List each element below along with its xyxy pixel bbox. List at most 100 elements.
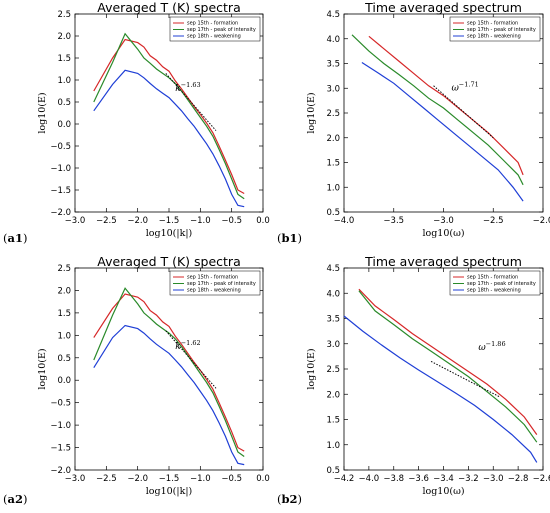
slope-annotation-base: ω xyxy=(451,84,459,94)
y-tick-label: 4.5 xyxy=(326,264,340,274)
panel-label-part: ) xyxy=(23,231,28,245)
x-tick-label: −3.0 xyxy=(433,216,454,226)
y-tick-label: 1.5 xyxy=(57,309,71,319)
y-axis-label: log10(E) xyxy=(37,348,48,389)
y-tick-label: 4.0 xyxy=(326,289,340,299)
chart-title: Time averaged spectrum xyxy=(364,254,522,269)
y-tick-label: −1.5 xyxy=(50,444,71,454)
x-tick-label: −4.0 xyxy=(359,474,380,484)
legend-entry: sep 17th - peak of intensity xyxy=(187,27,256,33)
y-axis-label: log10(E) xyxy=(37,92,48,133)
series-line-3 xyxy=(361,61,524,202)
legend-box xyxy=(169,16,261,42)
plot-frame xyxy=(343,267,544,471)
slope-annotation-base: ω xyxy=(478,343,486,353)
slope-annotation-base: k xyxy=(175,342,180,352)
x-tick-label: −2.5 xyxy=(96,474,117,484)
series-line-3 xyxy=(93,69,245,208)
x-tick-label: −1.0 xyxy=(190,474,211,484)
y-tick-label: 0.5 xyxy=(326,466,340,476)
y-tick-label: −2.0 xyxy=(50,466,71,476)
power-law-fit-line xyxy=(165,73,217,131)
legend-entry: sep 15th - formation xyxy=(467,275,518,281)
x-axis-label: log10(|k|) xyxy=(146,228,193,239)
slope-annotation-exponent: −1.86 xyxy=(486,340,506,348)
x-tick-label: −2.0 xyxy=(533,216,550,226)
x-tick-label: 0.0 xyxy=(256,474,270,484)
x-tick-label: −0.5 xyxy=(221,216,242,226)
legend-box xyxy=(449,270,541,296)
panel-label-part: ( xyxy=(277,231,282,245)
series-line-1 xyxy=(93,293,245,452)
y-tick-label: 2.0 xyxy=(326,134,340,144)
panel-label: (a1) xyxy=(3,231,27,245)
slope-annotation-exponent: −1.71 xyxy=(459,81,479,89)
slope-annotation: k−1.62 xyxy=(175,339,200,352)
y-tick-label: 0.0 xyxy=(57,120,71,130)
panel-label-part: ) xyxy=(298,231,303,245)
y-tick-label: 4.0 xyxy=(326,35,340,45)
y-tick-label: −1.0 xyxy=(50,164,71,174)
panel-label: (a2) xyxy=(3,492,27,506)
y-tick-label: 2.5 xyxy=(326,109,340,119)
y-tick-label: 1.5 xyxy=(57,54,71,64)
plot-frame xyxy=(343,13,544,213)
panel-label-part: ) xyxy=(298,492,303,506)
slope-annotation-base: k xyxy=(175,84,180,94)
y-axis-label: log10(E) xyxy=(306,92,317,133)
y-tick-label: 2.5 xyxy=(57,10,71,20)
legend-entry: sep 17th - peak of intensity xyxy=(187,281,256,287)
chart-panel-a2: Averaged T (K) spectra −3.0 −2.5 −2.0 −1.5 −1… xyxy=(3,254,270,506)
panel-label-part: ( xyxy=(3,231,8,245)
series-line-2 xyxy=(358,290,538,443)
y-tick-label: −1.0 xyxy=(50,421,71,431)
x-axis-label: log10(ω) xyxy=(422,486,464,497)
x-tick-label: −2.5 xyxy=(96,216,117,226)
y-tick-label: 2.0 xyxy=(57,286,71,296)
x-tick-label: −2.0 xyxy=(127,216,148,226)
power-law-fit-line xyxy=(165,330,217,389)
chart-panel-a1: Averaged T (K) spectra −3.0 −2.5 −2.0 −1.5 −1… xyxy=(3,0,270,245)
legend-entry: sep 15th - formation xyxy=(467,21,518,27)
x-tick-label: −3.5 xyxy=(383,216,404,226)
y-tick-label: 1.0 xyxy=(57,76,71,86)
y-tick-label: 0.5 xyxy=(57,98,71,108)
y-tick-label: −0.5 xyxy=(50,142,71,152)
slope-annotation-exponent: −1.63 xyxy=(181,81,201,89)
y-tick-label: 2.5 xyxy=(326,365,340,375)
x-tick-label: −1.5 xyxy=(159,474,180,484)
slope-annotation: k−1.63 xyxy=(175,81,200,94)
series-line-2 xyxy=(351,34,524,186)
y-tick-label: 0.0 xyxy=(57,376,71,386)
legend-entry: sep 18th - weakening xyxy=(187,288,241,294)
x-tick-label: −2.0 xyxy=(127,474,148,484)
legend-entry: sep 18th - weakening xyxy=(467,34,521,40)
y-tick-label: 3.5 xyxy=(326,315,340,325)
chart-title: Time averaged spectrum xyxy=(364,0,522,15)
series-line-3 xyxy=(343,315,538,463)
y-tick-label: 0.5 xyxy=(326,208,340,218)
y-tick-label: 3.0 xyxy=(326,340,340,350)
x-tick-label: −4.2 xyxy=(334,474,355,484)
y-tick-label: −1.5 xyxy=(50,186,71,196)
x-tick-label: −3.0 xyxy=(483,474,504,484)
panel-label-part: a2 xyxy=(8,492,23,506)
y-tick-label: 3.0 xyxy=(326,84,340,94)
power-law-fit-line xyxy=(433,85,494,139)
y-tick-label: −2.0 xyxy=(50,208,71,218)
x-tick-label: −2.5 xyxy=(483,216,504,226)
legend-entry: sep 18th - weakening xyxy=(467,288,521,294)
legend-box xyxy=(169,270,261,296)
legend-entry: sep 15th - formation xyxy=(187,21,238,27)
chart-panel-b1: Time averaged spectrum −4.0 −3.5 −3.0 −2.5 −2… xyxy=(277,0,550,245)
y-tick-label: 1.5 xyxy=(326,416,340,426)
y-tick-label: 0.5 xyxy=(57,354,71,364)
slope-annotation: ω−1.86 xyxy=(478,340,505,353)
y-tick-label: −0.5 xyxy=(50,399,71,409)
x-axis-label: log10(|k|) xyxy=(146,486,193,497)
x-tick-label: −0.5 xyxy=(221,474,242,484)
y-tick-label: 2.0 xyxy=(57,32,71,42)
x-tick-label: −3.6 xyxy=(408,474,429,484)
x-tick-label: −3.2 xyxy=(458,474,479,484)
